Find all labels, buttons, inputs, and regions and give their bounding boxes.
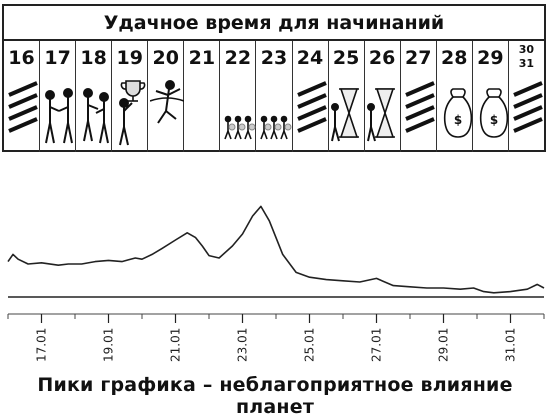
day-number: 19 <box>116 47 143 69</box>
day-number: 28 <box>441 47 468 69</box>
hourglass-icon <box>366 88 395 142</box>
x-tick-label: 29.01 <box>437 328 451 362</box>
trophy-icon <box>119 80 146 146</box>
calendar-title: Удачное время для начинаний <box>4 6 544 41</box>
calendar-day: 26 <box>365 41 401 152</box>
calendar-day: 23 <box>256 41 293 152</box>
x-tick-label: 23.01 <box>236 328 250 362</box>
calendar-day: 24 <box>293 41 329 152</box>
calendar-day: 27 <box>401 41 437 152</box>
x-tick-label: 21.01 <box>169 328 183 362</box>
day-number: 29 <box>477 47 504 69</box>
calendar-day: 16 <box>4 41 41 152</box>
favorable-days-calendar: Удачное время для начинаний 16 17 18 19 20 21… <box>2 4 546 152</box>
calendar-day: 28 $ <box>437 41 473 152</box>
calendar-day: 21 <box>184 41 221 152</box>
day-number: 26 <box>368 47 396 69</box>
calendar-days-row: 16 17 18 19 20 21 22 23 24 25 26 27 28 $29 $30 31 <box>4 41 544 152</box>
x-tick-label: 17.01 <box>35 328 49 362</box>
day-number: 25 <box>332 47 360 69</box>
x-tick-label: 25.01 <box>303 328 317 362</box>
day-number: 17 <box>44 47 71 69</box>
day-number: 18 <box>80 47 107 69</box>
runners-race-icon <box>260 115 292 140</box>
unfavorable-stripes-icon <box>296 81 327 133</box>
money-bag-icon: $ <box>479 88 508 138</box>
calendar-day: 30 31 <box>509 41 544 152</box>
day-number: 16 <box>8 47 35 69</box>
money-bag-icon: $ <box>443 88 472 138</box>
unfavorable-stripes-icon <box>8 81 38 133</box>
day-number: 24 <box>296 47 324 69</box>
empty-day-icon <box>186 79 220 149</box>
unfavorable-stripes-icon <box>404 81 435 133</box>
x-tick-label: 31.01 <box>504 328 518 362</box>
calendar-day: 18 <box>76 41 113 152</box>
x-tick-label: 27.01 <box>370 328 384 362</box>
svg-text:$: $ <box>454 113 462 127</box>
calendar-day: 17 <box>40 41 77 152</box>
day-number: 20 <box>152 47 179 69</box>
svg-text:$: $ <box>490 113 498 127</box>
calendar-day: 19 <box>112 41 149 152</box>
handshake-icon <box>45 88 74 144</box>
people-meeting-icon <box>83 88 110 144</box>
calendar-day: 29 $ <box>473 41 509 152</box>
day-number: 22 <box>224 47 252 69</box>
series-line <box>7 205 545 294</box>
unfavorable-stripes-icon <box>513 81 543 133</box>
day-number: 21 <box>188 47 216 69</box>
calendar-day: 22 <box>220 41 257 152</box>
day-number: 27 <box>404 47 432 69</box>
x-tick-label: 19.01 <box>102 328 116 362</box>
day-number: 23 <box>260 47 288 69</box>
planet-influence-chart: 17.01 19.01 21.01 23.01 25.01 27.01 29.01 31.01 <box>7 205 545 362</box>
day-number: 30 31 <box>518 43 535 70</box>
chart-caption: Пики графика – неблагоприятное влияние п… <box>37 374 513 418</box>
finish-runner-icon <box>150 80 185 124</box>
calendar-day: 25 <box>329 41 365 152</box>
calendar-day: 20 <box>148 41 185 152</box>
runners-race-icon <box>224 115 256 140</box>
hourglass-icon <box>330 88 359 142</box>
